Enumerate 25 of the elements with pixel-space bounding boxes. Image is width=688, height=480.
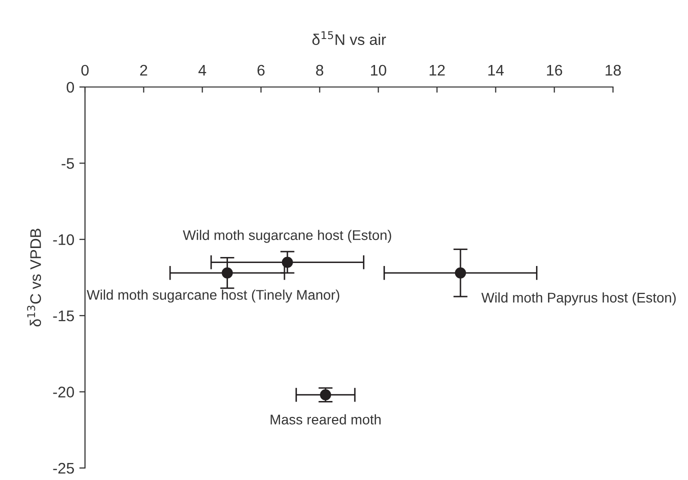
x-tick-label: 16	[547, 64, 562, 76]
y-tick-label: -5	[62, 158, 74, 169]
y-tick-label: -25	[53, 462, 74, 474]
x-tick-label: 0	[81, 64, 89, 76]
x-tick-label: 2	[140, 64, 148, 76]
annotation: Mass reared moth	[270, 414, 381, 424]
point	[222, 267, 233, 278]
annotation: Wild moth sugarcane host (Tinely Manor)	[86, 290, 340, 303]
annotation: Wild moth Papyrus host (Eston)	[481, 292, 676, 306]
annotation: Wild moth sugarcane host (Eston)	[182, 230, 392, 243]
y-tick-label: -20	[53, 386, 74, 398]
x-tick-label: 14	[488, 64, 504, 76]
point	[282, 256, 293, 268]
x-tick-label: 12	[430, 64, 445, 76]
x-tick-label: 8	[316, 64, 324, 76]
x-tick-label: 6	[258, 64, 265, 76]
point	[454, 267, 466, 278]
x-tick-label: 4	[198, 64, 206, 76]
y-axis-title: δ$^{13}$C vs VPDB	[27, 228, 42, 326]
y-tick-label: -15	[53, 310, 74, 322]
x-tick-label: 18	[606, 64, 621, 76]
y-tick-label: -10	[53, 234, 74, 246]
x-axis-title: δ$^{15}$N vs air	[312, 31, 386, 46]
x-tick-label: 10	[371, 64, 386, 76]
y-tick-label: 0	[66, 82, 74, 93]
